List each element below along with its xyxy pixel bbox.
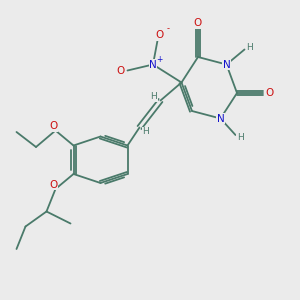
Text: H: H <box>151 92 157 101</box>
Text: O: O <box>49 179 57 190</box>
Text: N: N <box>149 59 157 70</box>
Text: O: O <box>155 30 163 40</box>
Text: O: O <box>194 18 202 28</box>
Text: O: O <box>49 121 57 131</box>
Text: H: H <box>247 44 253 52</box>
Text: H: H <box>142 128 149 136</box>
Text: N: N <box>223 59 230 70</box>
Text: -: - <box>167 25 170 34</box>
Text: O: O <box>117 65 125 76</box>
Text: H: H <box>237 133 243 142</box>
Text: O: O <box>266 88 274 98</box>
Text: N: N <box>217 113 224 124</box>
Text: +: + <box>156 55 163 64</box>
